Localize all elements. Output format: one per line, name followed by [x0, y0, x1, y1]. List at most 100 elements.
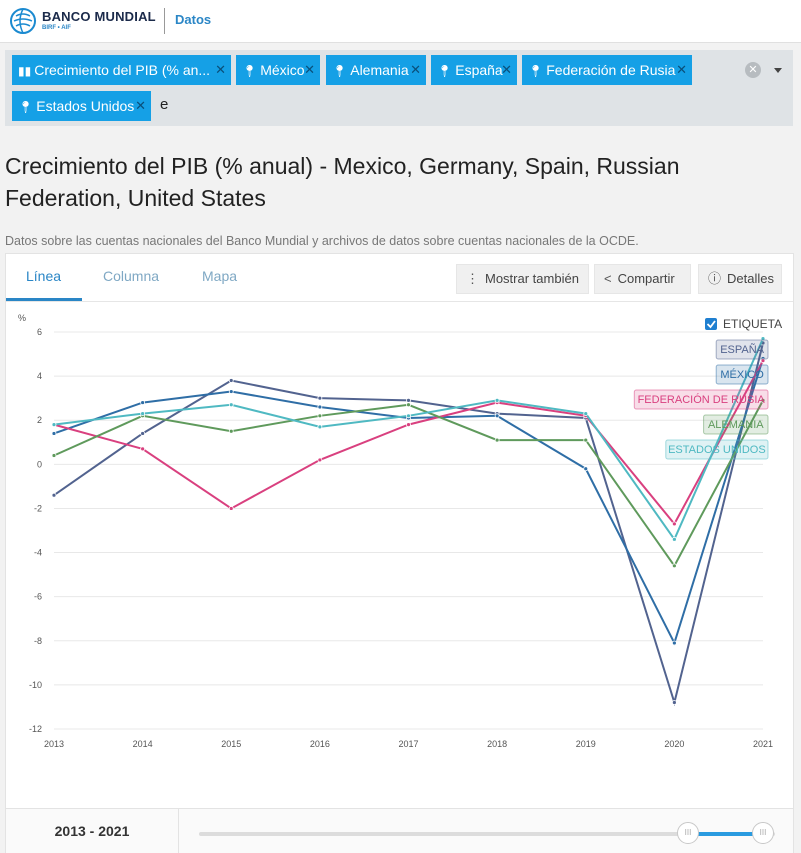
data-point[interactable] [583, 411, 589, 417]
range-slider-track[interactable] [199, 832, 775, 836]
series-line[interactable] [53, 338, 764, 542]
data-point[interactable] [317, 404, 323, 410]
range-start-handle[interactable]: III [677, 822, 699, 844]
data-point[interactable] [140, 431, 146, 436]
data-point[interactable] [494, 413, 500, 419]
data-point[interactable] [671, 563, 677, 569]
x-tick-label: 2018 [487, 739, 507, 749]
legend-label: ESTADOS UNIDOS [668, 444, 766, 456]
data-point[interactable] [228, 389, 234, 394]
location-pin-icon: 📍︎ [528, 64, 544, 78]
filter-tag-label: Crecimiento del PIB (% an... [34, 62, 211, 78]
legend-label: ALEMANIA [708, 419, 764, 431]
data-point[interactable] [51, 422, 57, 428]
filter-tag-mexico[interactable]: 📍︎ México ✕ [236, 55, 320, 85]
share-button[interactable]: < Compartir [594, 264, 691, 294]
x-tick-label: 2019 [576, 739, 596, 749]
y-tick-label: -12 [29, 724, 42, 734]
data-point[interactable] [140, 400, 146, 405]
legend-item[interactable]: ALEMANIA [703, 414, 769, 435]
section-link[interactable]: Datos [175, 12, 212, 27]
remove-tag-icon[interactable]: ✕ [135, 98, 146, 113]
data-point[interactable] [317, 395, 323, 401]
x-axis-ticks: 2013 2014 2015 2016 2017 2018 2019 2020 2021 [44, 739, 773, 749]
bar-chart-icon: ▮▮ [18, 64, 32, 78]
brand-name[interactable]: BANCO MUNDIAL [42, 9, 156, 24]
data-point[interactable] [671, 536, 677, 542]
legend-item[interactable]: ESTADOS UNIDOS [665, 439, 769, 460]
remove-tag-icon[interactable]: ✕ [410, 62, 421, 77]
y-tick-label: 2 [37, 415, 42, 425]
filter-tag-indicator[interactable]: ▮▮ Crecimiento del PIB (% an... ✕ [12, 55, 231, 85]
series-line[interactable] [53, 360, 764, 526]
legend-box [715, 339, 769, 360]
remove-tag-icon[interactable]: ✕ [304, 62, 315, 77]
series-lines [51, 336, 766, 707]
data-point[interactable] [406, 422, 411, 428]
remove-tag-icon[interactable]: ✕ [676, 62, 687, 77]
data-point[interactable] [406, 413, 411, 419]
data-point[interactable] [51, 431, 57, 436]
data-point[interactable] [317, 413, 323, 419]
clear-all-icon[interactable]: ✕ [745, 62, 761, 78]
remove-tag-icon[interactable]: ✕ [215, 62, 226, 77]
filter-tag-label: Federación de Rusia [546, 62, 676, 78]
filter-tag-label: México [260, 62, 305, 78]
details-button[interactable]: ⓘ Detalles [698, 264, 782, 294]
y-tick-label: -2 [34, 503, 42, 513]
x-tick-label: 2021 [753, 739, 773, 749]
tab-line[interactable]: Línea [26, 268, 62, 284]
filter-tag-spain[interactable]: 📍︎ España ✕ [431, 55, 517, 85]
legend-item[interactable]: ESPAÑA [715, 339, 769, 360]
data-point[interactable] [760, 397, 766, 403]
data-point[interactable] [671, 640, 677, 646]
chart-legend: ETIQUETA ESPAÑA MÉXICO FEDERACIÓN DE RUSIA… [633, 317, 782, 460]
show-also-button[interactable]: ⋮ Mostrar también [456, 264, 589, 294]
data-point[interactable] [494, 397, 500, 403]
data-point[interactable] [494, 437, 500, 443]
data-point[interactable] [228, 378, 234, 383]
data-point[interactable] [228, 428, 234, 434]
dropdown-caret-icon[interactable] [774, 68, 782, 73]
x-tick-label: 2014 [133, 739, 153, 749]
search-input[interactable]: e [160, 96, 169, 113]
data-point[interactable] [228, 402, 234, 408]
data-point[interactable] [228, 506, 234, 511]
y-tick-label: -4 [34, 548, 42, 558]
legend-item[interactable]: FEDERACIÓN DE RUSIA [633, 389, 769, 410]
filter-tag-germany[interactable]: 📍︎ Alemania ✕ [326, 55, 426, 85]
data-point[interactable] [406, 397, 411, 403]
data-point[interactable] [51, 453, 57, 458]
legend-item[interactable]: MÉXICO [715, 364, 769, 385]
data-point[interactable] [140, 411, 146, 417]
data-source-text: Datos sobre las cuentas nacionales del B… [5, 234, 639, 248]
data-point[interactable] [51, 492, 57, 498]
x-tick-label: 2020 [664, 739, 684, 749]
x-tick-label: 2017 [398, 739, 418, 749]
data-point[interactable] [406, 402, 411, 408]
label-checkbox[interactable] [705, 318, 717, 330]
data-point[interactable] [583, 466, 589, 472]
filter-tag-united-states[interactable]: 📍︎ Estados Unidos ✕ [12, 91, 151, 121]
data-point[interactable] [671, 700, 677, 705]
world-bank-logo-icon[interactable] [8, 6, 38, 36]
x-tick-label: 2013 [44, 739, 64, 749]
x-tick-label: 2015 [221, 739, 241, 749]
data-point[interactable] [140, 446, 146, 452]
range-end-handle[interactable]: III [752, 822, 774, 844]
label-toggle-text[interactable]: ETIQUETA [723, 317, 782, 331]
tab-column[interactable]: Columna [103, 268, 160, 284]
grid-lines [54, 331, 763, 730]
filter-tag-russia[interactable]: 📍︎ Federación de Rusia ✕ [522, 55, 692, 85]
data-point[interactable] [671, 521, 677, 527]
data-point[interactable] [317, 457, 323, 463]
data-point[interactable] [583, 437, 589, 443]
x-tick-label: 2016 [310, 739, 330, 749]
remove-tag-icon[interactable]: ✕ [501, 62, 512, 77]
y-tick-label: 6 [37, 327, 42, 337]
tab-map[interactable]: Mapa [202, 268, 238, 284]
range-slider-fill [688, 832, 764, 836]
legend-box [633, 389, 769, 410]
data-point[interactable] [317, 424, 323, 430]
